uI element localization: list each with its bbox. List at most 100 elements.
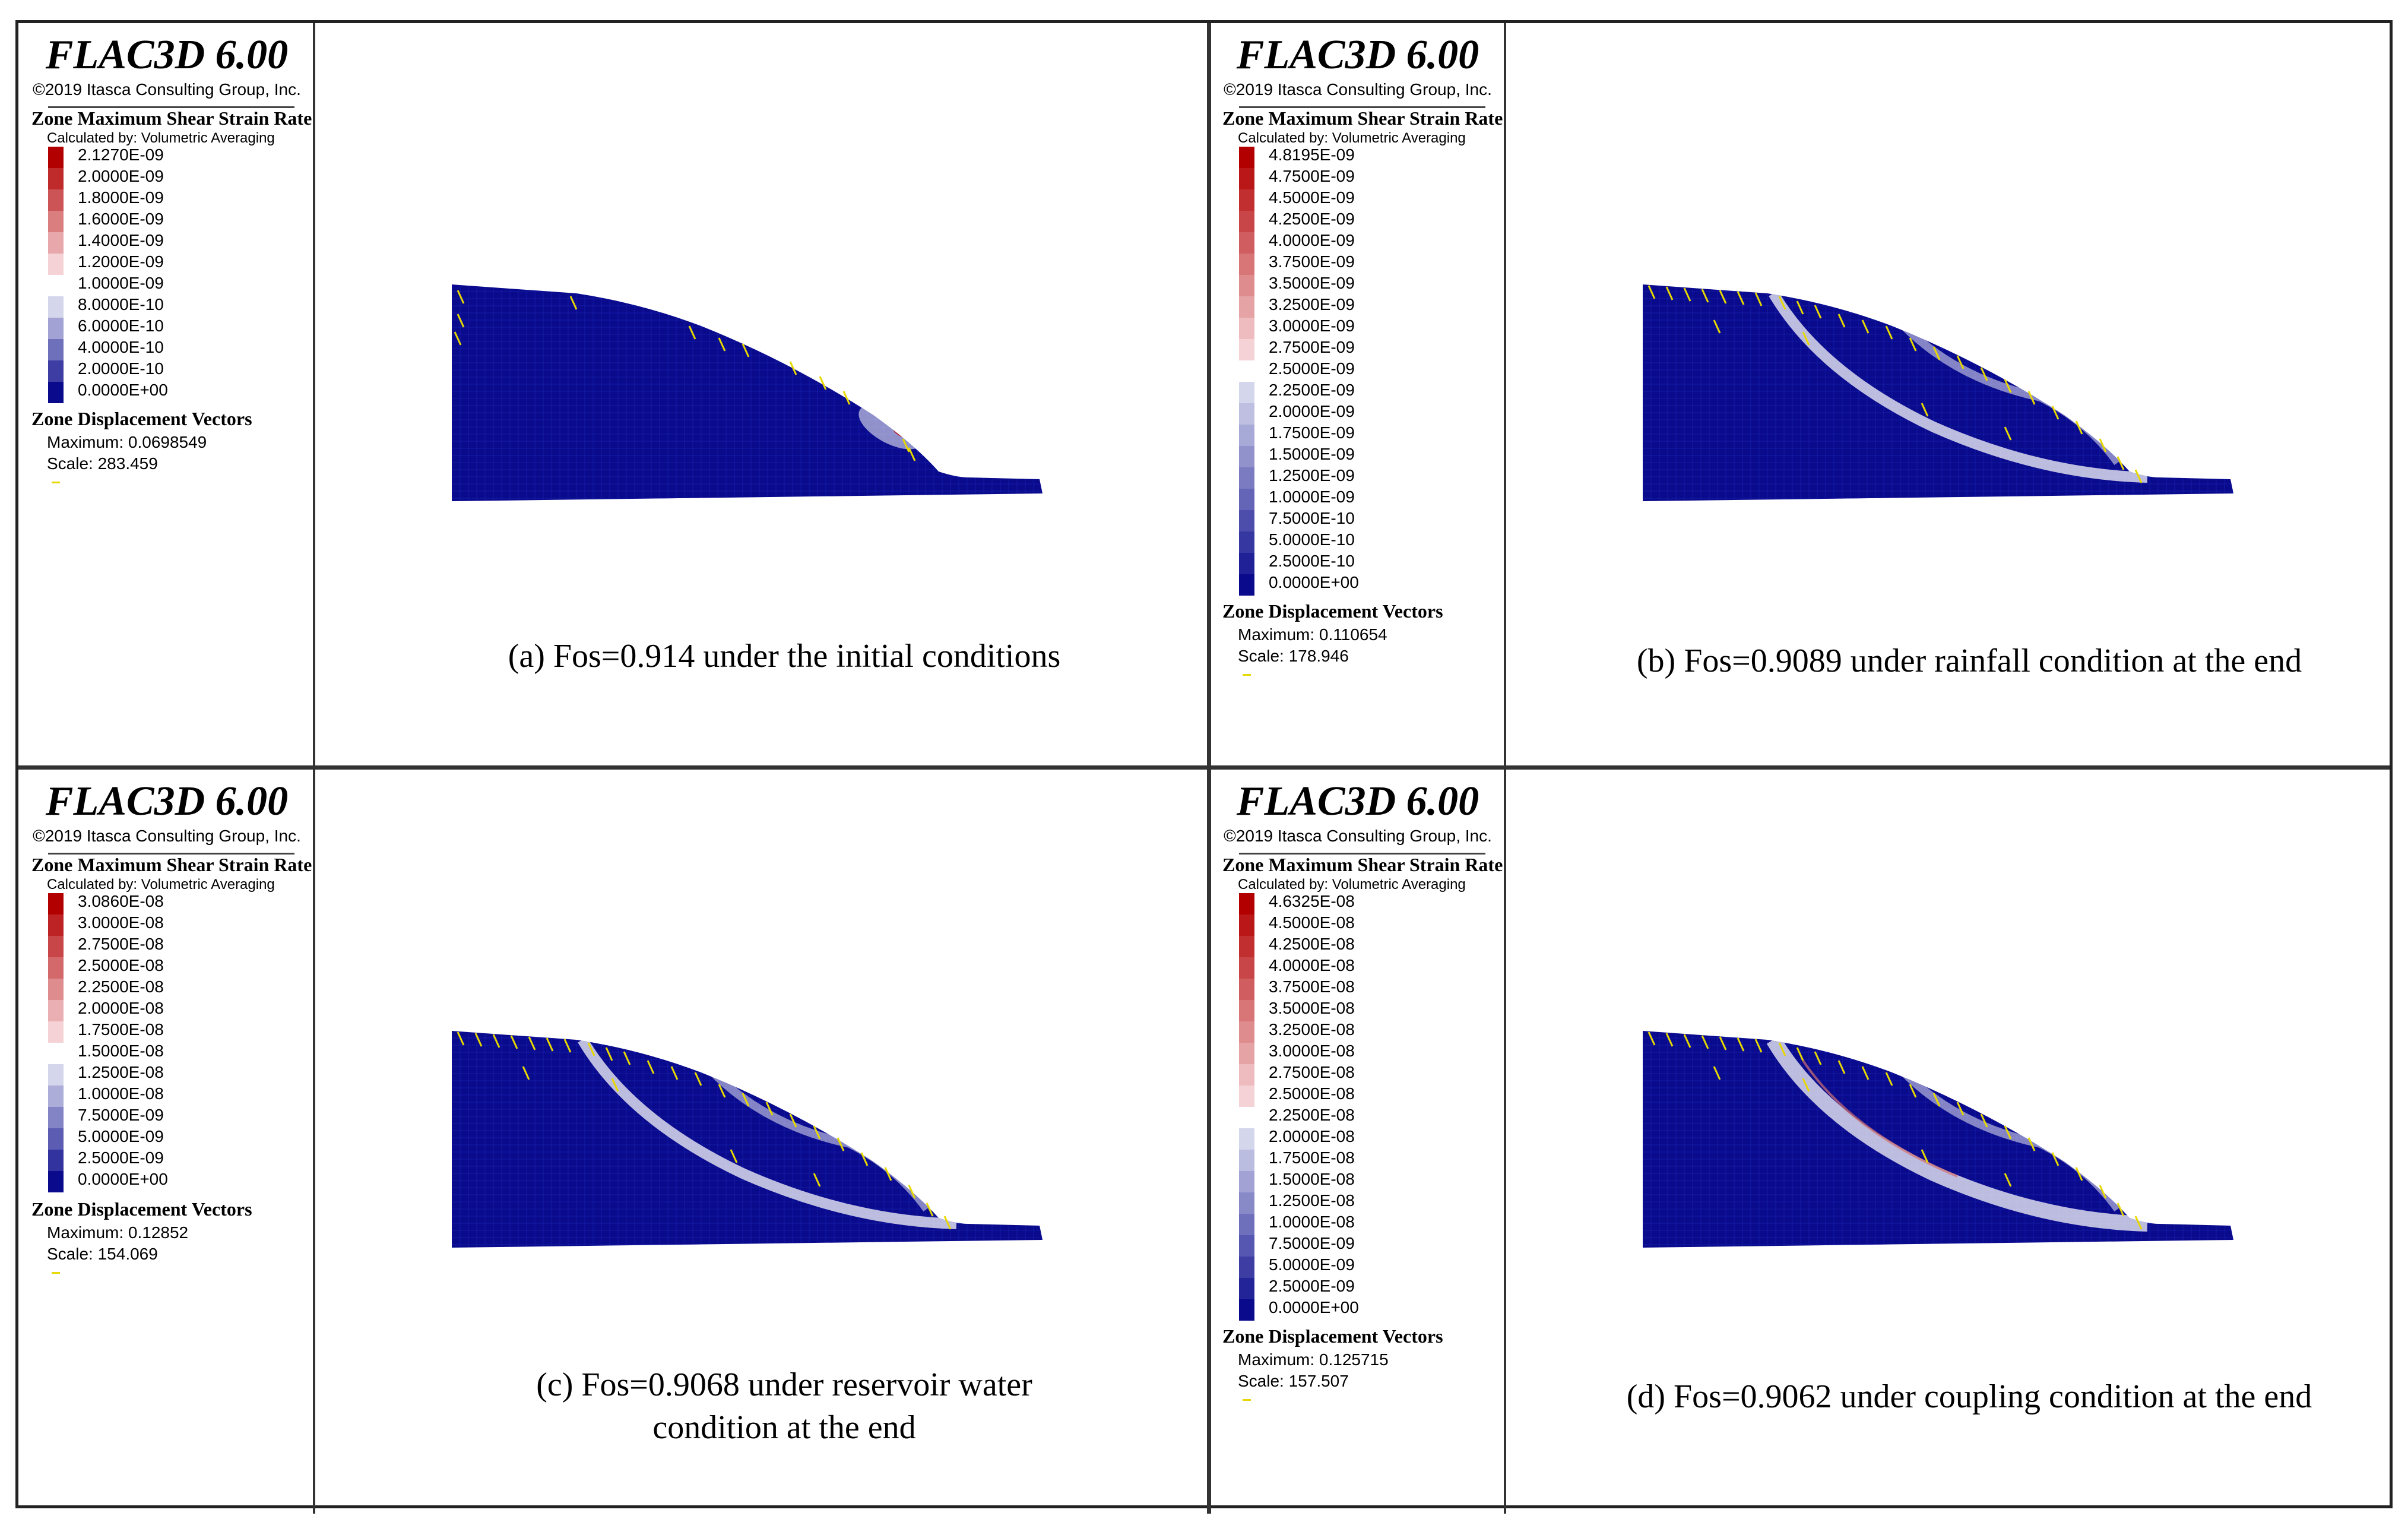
panel-a: FLAC3D 6.00 ©2019 Itasca Consulting Grou… — [18, 23, 1211, 767]
color-scale-label: 3.7500E-09 — [1269, 252, 1355, 271]
color-scale-label: 2.1270E-09 — [78, 145, 164, 164]
panel-divider-vertical — [1207, 23, 1211, 767]
color-scale-swatch — [48, 979, 64, 1000]
color-scale-swatch — [1239, 1299, 1254, 1321]
contour-subheading: Calculated by: Volumetric Averaging — [1238, 130, 1466, 146]
color-scale-swatch — [48, 1128, 64, 1150]
color-scale-label: 4.5000E-09 — [1269, 188, 1355, 207]
slope-model — [452, 284, 1043, 501]
color-scale-swatch — [1239, 147, 1254, 168]
legend-d: FLAC3D 6.00 ©2019 Itasca Consulting Grou… — [1209, 770, 1506, 1514]
contour-heading: Zone Maximum Shear Strain Rate — [1222, 107, 1503, 129]
color-scale-label: 1.5000E-08 — [1269, 1170, 1355, 1188]
software-title: FLAC3D 6.00 — [1236, 779, 1479, 824]
color-scale-label: 7.5000E-10 — [1269, 509, 1355, 527]
color-scale-label: 4.0000E-10 — [78, 338, 164, 356]
color-scale-label: 1.7500E-09 — [1269, 423, 1355, 442]
color-scale-swatch — [48, 275, 64, 296]
vectors-scale: Scale: 283.459 — [47, 454, 158, 473]
color-scale-swatch — [1239, 382, 1254, 403]
color-scale-swatch — [1239, 1064, 1254, 1086]
color-scale-label: 3.5000E-08 — [1269, 999, 1355, 1017]
color-scale-swatch — [1239, 574, 1254, 596]
contour-heading: Zone Maximum Shear Strain Rate — [31, 107, 312, 129]
color-scale-label: 1.2500E-08 — [1269, 1191, 1355, 1210]
color-scale-label: 4.7500E-09 — [1269, 167, 1355, 185]
color-scale-swatch — [1239, 936, 1254, 957]
software-title: FLAC3D 6.00 — [1236, 32, 1479, 78]
color-scale-label: 4.0000E-09 — [1269, 231, 1355, 249]
color-scale-swatch — [48, 914, 64, 936]
color-scale-swatch — [1239, 489, 1254, 510]
color-scale-label: 2.7500E-08 — [78, 935, 164, 953]
vectors-heading: Zone Displacement Vectors — [31, 408, 252, 429]
color-scale-swatch — [1239, 296, 1254, 318]
color-scale-swatch — [48, 211, 64, 232]
color-scale-label: 8.0000E-10 — [78, 295, 164, 314]
vector-sample-mark — [1243, 674, 1251, 676]
color-scale-label: 2.0000E-10 — [78, 359, 164, 378]
vectors-heading: Zone Displacement Vectors — [1222, 600, 1443, 622]
slope-body — [452, 1031, 1043, 1248]
color-scale-swatch — [48, 339, 64, 360]
color-scale-label: 1.7500E-08 — [1269, 1148, 1355, 1167]
color-scale-swatch — [48, 1107, 64, 1128]
color-scale-label: 0.0000E+00 — [1269, 573, 1359, 591]
color-scale-label: 1.0000E-09 — [78, 274, 164, 292]
color-scale-swatch — [1239, 893, 1254, 914]
panel-c: FLAC3D 6.00 ©2019 Itasca Consulting Grou… — [18, 770, 1211, 1514]
color-scale-swatch — [1239, 232, 1254, 254]
legend-a: FLAC3D 6.00 ©2019 Itasca Consulting Grou… — [18, 23, 315, 767]
displacement-vectors — [454, 290, 916, 461]
color-scale-swatch — [1239, 1192, 1254, 1214]
color-scale-swatch — [48, 254, 64, 275]
color-scale-label: 1.8000E-09 — [78, 188, 164, 207]
color-scale-swatch — [48, 232, 64, 254]
vectors-maximum: Maximum: 0.125715 — [1238, 1350, 1389, 1369]
color-scale-label: 2.2500E-08 — [78, 977, 164, 996]
color-scale-label: 2.5000E-10 — [1269, 552, 1355, 570]
color-scale-label: 2.5000E-09 — [1269, 359, 1355, 378]
caption-d: (d) Fos=0.9062 under coupling condition … — [1626, 1378, 2312, 1415]
color-scale-label: 5.0000E-09 — [1269, 1255, 1355, 1274]
color-scale-label: 0.0000E+00 — [78, 1170, 168, 1188]
color-scale-swatch — [1239, 979, 1254, 1000]
color-scale-label: 4.2500E-08 — [1269, 935, 1355, 953]
legend-b: FLAC3D 6.00 ©2019 Itasca Consulting Grou… — [1209, 23, 1506, 767]
slope-body — [452, 284, 1043, 501]
color-scale-swatch — [48, 318, 64, 339]
caption-c: (c) Fos=0.9068 under reservoir water con… — [386, 1363, 1182, 1449]
color-scale-label: 3.0000E-09 — [1269, 317, 1355, 335]
color-scale-label: 1.0000E-08 — [1269, 1213, 1355, 1231]
color-scale-swatch — [1239, 531, 1254, 553]
color-scale-swatch — [1239, 446, 1254, 467]
copyright-text: ©2019 Itasca Consulting Group, Inc. — [1224, 80, 1492, 99]
panel-divider-horizontal — [18, 765, 2390, 770]
color-scale-label: 2.0000E-09 — [78, 167, 164, 185]
legend-rule — [1239, 106, 1485, 108]
software-title: FLAC3D 6.00 — [45, 32, 289, 78]
displacement-vectors — [1647, 285, 2143, 483]
color-scale-label: 1.7500E-08 — [78, 1020, 164, 1039]
software-title: FLAC3D 6.00 — [45, 779, 289, 824]
caption-c-line2: condition at the end — [652, 1409, 916, 1446]
color-scale-swatch — [48, 1064, 64, 1086]
vectors-maximum: Maximum: 0.12852 — [47, 1223, 189, 1242]
color-scale-swatch — [1239, 914, 1254, 936]
color-scale-label: 2.0000E-08 — [78, 999, 164, 1017]
color-scale-swatch — [48, 189, 64, 211]
legend-rule — [48, 853, 294, 855]
color-scale-swatch — [48, 168, 64, 189]
color-scale-swatch — [1239, 1235, 1254, 1257]
color-scale-swatch — [48, 147, 64, 168]
slope-body — [1643, 284, 2233, 501]
vectors-scale: Scale: 178.946 — [1238, 647, 1349, 665]
color-scale-swatch — [48, 1086, 64, 1107]
slope-model — [452, 1031, 1043, 1248]
caption-b: (b) Fos=0.9089 under rainfall condition … — [1636, 643, 2302, 679]
color-scale-label: 2.2500E-08 — [1269, 1106, 1355, 1124]
color-scale-swatch — [1239, 553, 1254, 574]
displacement-vectors — [457, 1031, 952, 1230]
caption-a: (a) Fos=0.914 under the initial conditio… — [508, 638, 1061, 675]
